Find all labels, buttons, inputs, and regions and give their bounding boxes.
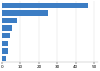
Bar [2,18,17,23]
Bar [2,48,7,54]
Bar [2,3,88,8]
Bar [2,10,48,16]
Bar [2,25,12,31]
Bar [2,56,6,61]
Bar [2,33,10,38]
Bar [2,41,8,46]
